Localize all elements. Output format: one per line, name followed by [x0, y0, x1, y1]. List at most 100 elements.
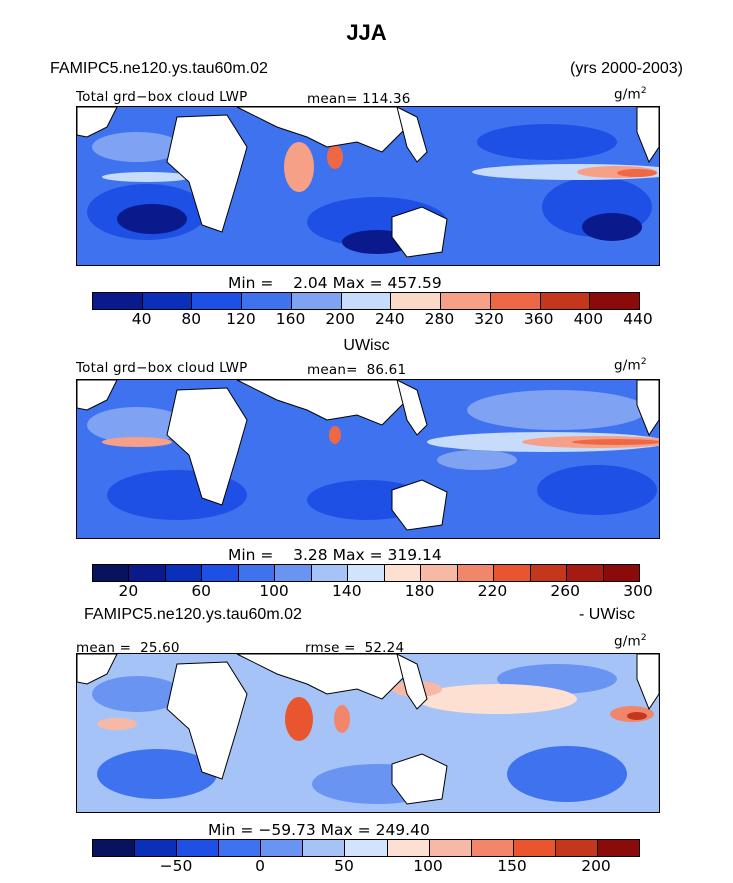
colorbar-tick-label: 400 — [573, 310, 604, 328]
colorbar-swatch — [567, 565, 604, 581]
panel1-n-america — [77, 107, 118, 138]
panel1-n-pacific-field — [477, 124, 617, 160]
colorbar-swatch — [597, 840, 640, 856]
colorbar-swatch — [275, 565, 312, 581]
colorbar-swatch — [490, 293, 541, 309]
colorbar-tick-label: 260 — [550, 582, 580, 600]
panel2-n-pacific-field — [467, 390, 647, 430]
colorbar-tick-label: 300 — [623, 582, 653, 600]
panel1-atl-itcz — [102, 172, 192, 182]
colorbar-tick-label: −50 — [159, 857, 193, 875]
colorbar-tick-label: 120 — [226, 310, 256, 328]
panel1-s-pac-min — [582, 213, 642, 241]
panel2-title: UWisc — [343, 337, 390, 354]
colorbar-tick-label: 140 — [332, 582, 362, 600]
colorbar-swatch — [384, 565, 422, 581]
colorbar-swatch — [242, 293, 292, 309]
colorbar-tick-label: 50 — [334, 857, 354, 875]
colorbar-tick-label: 80 — [181, 310, 202, 328]
colorbar-swatch — [93, 293, 143, 309]
colorbar-tick-label: 360 — [523, 310, 554, 328]
panel1-minmax: Min = 2.04 Max = 457.59 — [228, 274, 442, 292]
panel2-se-pacific-field — [537, 465, 657, 515]
panel2-arabian-sea — [329, 426, 341, 444]
colorbar-swatch — [311, 565, 349, 581]
panel2-n-atlantic-field — [87, 407, 187, 443]
page-title: JJA — [346, 20, 387, 45]
panel3-n-america — [77, 654, 118, 685]
colorbar-swatch — [555, 840, 598, 856]
panel3-arabian-sea — [334, 705, 350, 733]
colorbar-swatch — [471, 840, 514, 856]
colorbar-swatch — [291, 293, 342, 309]
panel1-map-svg — [77, 107, 659, 265]
panel3-rmse: rmse = 52.24 — [305, 640, 405, 656]
panel2-itcz-peak — [572, 439, 659, 445]
colorbar-swatch — [603, 565, 640, 581]
panel3-e-pacific-peak — [627, 712, 647, 720]
case-name-header: FAMIPC5.ne120.ys.tau60m.02 — [50, 60, 268, 77]
panel2-map — [76, 379, 660, 539]
colorbar-tick-label: 0 — [255, 857, 265, 875]
panel2-unit: g/m2 — [614, 357, 647, 374]
panel2-map-svg — [77, 380, 659, 538]
panel3-se-pacific-field — [507, 746, 627, 802]
panel3-somali-jet — [285, 697, 313, 741]
colorbar-swatch — [261, 840, 304, 856]
panel2-minmax: Min = 3.28 Max = 319.14 — [228, 546, 442, 564]
panel1-australia — [391, 206, 448, 258]
colorbar-tick-label: 200 — [581, 857, 611, 875]
panel2-field-label: Total grd−box cloud LWP — [76, 360, 248, 376]
colorbar-tick-label: 40 — [131, 310, 152, 328]
colorbar-swatch — [387, 840, 430, 856]
panel2-africa — [166, 387, 248, 506]
panel3-india — [396, 654, 428, 710]
colorbar-swatch — [142, 293, 193, 309]
colorbar-swatch — [135, 840, 178, 856]
colorbar-tick-label: 440 — [623, 310, 653, 328]
colorbar-swatch — [494, 565, 531, 581]
colorbar-swatch — [303, 840, 346, 856]
colorbar-tick-label: 320 — [474, 310, 504, 328]
panel2-india — [396, 380, 428, 436]
colorbar-swatch — [429, 840, 472, 856]
panel1-somali-jet — [284, 142, 314, 192]
panel2-n-america — [77, 380, 118, 411]
panel3-minmax: Min = −59.73 Max = 249.40 — [208, 821, 430, 839]
colorbar-swatch — [219, 840, 262, 856]
colorbar-swatch — [129, 565, 166, 581]
colorbar-tick-label: 20 — [118, 582, 139, 600]
colorbar-swatch — [530, 565, 568, 581]
panel1-field-label: Total grd−box cloud LWP — [76, 89, 248, 105]
panel1-mean: mean= 114.36 — [307, 91, 411, 107]
panel2-mean: mean= 86.61 — [307, 362, 407, 378]
colorbar-swatch — [540, 293, 591, 309]
colorbar-swatch — [177, 840, 220, 856]
colorbar-tick-label: 60 — [191, 582, 212, 600]
panel1-c-america — [636, 107, 659, 164]
panel3-atl-itcz — [97, 718, 137, 730]
colorbar-swatch — [391, 293, 442, 309]
colorbar-tick-label: 180 — [404, 582, 435, 600]
panel2-colorbar — [92, 564, 640, 582]
colorbar-swatch — [457, 565, 495, 581]
colorbar-swatch — [421, 565, 458, 581]
colorbar-swatch — [238, 565, 276, 581]
panel3-map — [76, 653, 660, 813]
colorbar-tick-label: 150 — [497, 857, 527, 875]
panel1-colorbar — [92, 292, 640, 310]
colorbar-tick-label: 160 — [275, 310, 306, 328]
panel2-maritime-field — [437, 450, 517, 470]
panel1-africa — [166, 114, 248, 233]
colorbar-swatch — [93, 840, 136, 856]
panel1-arabian-sea — [327, 145, 343, 169]
panel3-w-pacific-field — [417, 684, 577, 714]
panel3-unit: g/m2 — [614, 633, 647, 650]
colorbar-swatch — [341, 293, 392, 309]
panel1-india — [396, 107, 428, 163]
colorbar-swatch — [590, 293, 640, 309]
colorbar-tick-label: 100 — [259, 582, 289, 600]
panel1-s-atl-min — [117, 204, 187, 234]
panel3-s-atlantic-field — [97, 749, 217, 799]
colorbar-swatch — [513, 840, 556, 856]
